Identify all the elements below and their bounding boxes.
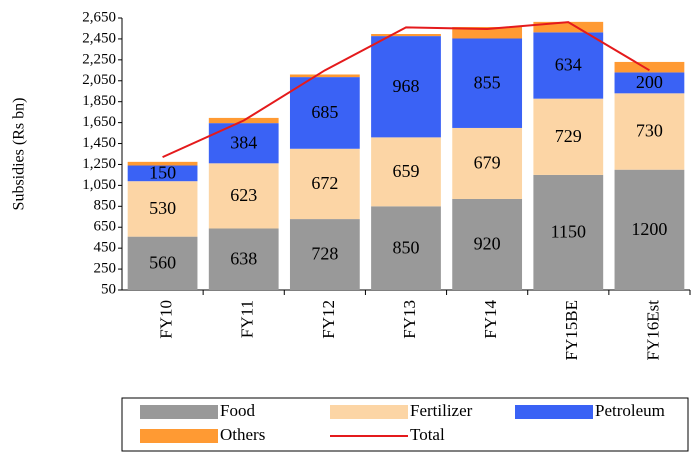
- y-tick-label: 1,050: [82, 177, 116, 193]
- data-label: 150: [149, 162, 176, 182]
- y-tick-label: 2,250: [82, 51, 116, 67]
- legend-swatch: [140, 429, 218, 443]
- y-tick-label: 2,050: [82, 72, 116, 88]
- bar-segment: [127, 181, 198, 237]
- x-tick-label: FY12: [319, 300, 338, 339]
- data-label: 530: [149, 198, 176, 218]
- y-tick-label: 1,650: [82, 114, 116, 130]
- bar-segment: [614, 93, 685, 170]
- data-label: 659: [393, 161, 420, 181]
- legend-swatch: [330, 405, 408, 419]
- bar-segment: [452, 38, 523, 128]
- x-tick-label: FY13: [400, 300, 419, 339]
- y-tick-label: 2,450: [82, 30, 116, 46]
- x-tick-label: FY16Est: [643, 300, 662, 361]
- data-label: 672: [311, 173, 338, 193]
- bar-segment: [127, 165, 198, 182]
- data-label: 685: [311, 102, 338, 122]
- legend-swatch: [515, 405, 593, 419]
- data-label: 384: [230, 132, 257, 152]
- y-tick-label: 850: [94, 198, 117, 214]
- x-tick-label: FY14: [481, 300, 500, 339]
- data-label: 855: [474, 72, 501, 92]
- y-tick-label: 1,450: [82, 135, 116, 151]
- data-label: 679: [474, 153, 501, 173]
- bar-segment: [452, 127, 523, 199]
- data-label: 729: [555, 126, 582, 146]
- y-axis-label: Subsidies (Rs bn): [11, 98, 28, 211]
- y-tick-label: 650: [94, 219, 117, 235]
- x-tick-label: FY15BE: [562, 300, 581, 360]
- data-label: 850: [393, 237, 420, 257]
- legend-label: Fertilizer: [410, 401, 473, 420]
- bar-segment: [289, 148, 360, 220]
- bar-segment: [289, 219, 360, 290]
- bar-segment: [289, 77, 360, 149]
- data-label: 1200: [631, 219, 667, 239]
- bar-segment: [371, 206, 441, 290]
- legend-swatch: [140, 405, 218, 419]
- bar-segment: [127, 161, 198, 166]
- bar-segment: [289, 74, 360, 78]
- data-label: 730: [636, 121, 663, 141]
- bar-segment: [371, 137, 441, 207]
- y-tick-label: 50: [101, 281, 116, 297]
- y-tick-label: 250: [94, 261, 117, 277]
- total-line: [162, 21, 650, 159]
- legend-label: Food: [220, 401, 255, 420]
- legend-label: Total: [410, 425, 445, 444]
- data-label: 623: [230, 185, 257, 205]
- data-label: 200: [636, 72, 663, 92]
- data-label: 560: [149, 252, 176, 272]
- bar-segment: [533, 32, 604, 99]
- y-tick-label: 450: [94, 240, 117, 256]
- legend-box: [121, 397, 689, 452]
- data-label: 638: [230, 248, 257, 268]
- bar-segment: [533, 21, 604, 33]
- bar-segment: [452, 198, 523, 290]
- data-label: 728: [311, 244, 338, 264]
- bar-segment: [614, 169, 685, 290]
- bar-segment: [208, 228, 279, 290]
- bar-segment: [533, 174, 604, 290]
- bar-segment: [371, 34, 441, 37]
- y-tick-label: 2,650: [82, 9, 116, 25]
- bar-segment: [208, 163, 279, 229]
- bar-segment: [614, 61, 685, 73]
- bar-segment: [127, 236, 198, 290]
- y-tick-label: 1,250: [82, 156, 116, 172]
- bar-segment: [208, 123, 279, 164]
- x-tick-label: FY11: [238, 300, 257, 338]
- y-tick-label: 1,850: [82, 93, 116, 109]
- bar-segment: [533, 98, 604, 175]
- legend-label: Petroleum: [595, 401, 665, 420]
- data-label: 634: [555, 55, 582, 75]
- bar-segment: [371, 36, 441, 138]
- data-label: 1150: [551, 222, 586, 242]
- bar-segment: [452, 26, 523, 39]
- legend-label: Others: [220, 425, 265, 444]
- data-label: 920: [474, 234, 501, 254]
- bar-segment: [614, 72, 685, 94]
- data-label: 968: [393, 76, 420, 96]
- x-tick-label: FY10: [156, 300, 175, 339]
